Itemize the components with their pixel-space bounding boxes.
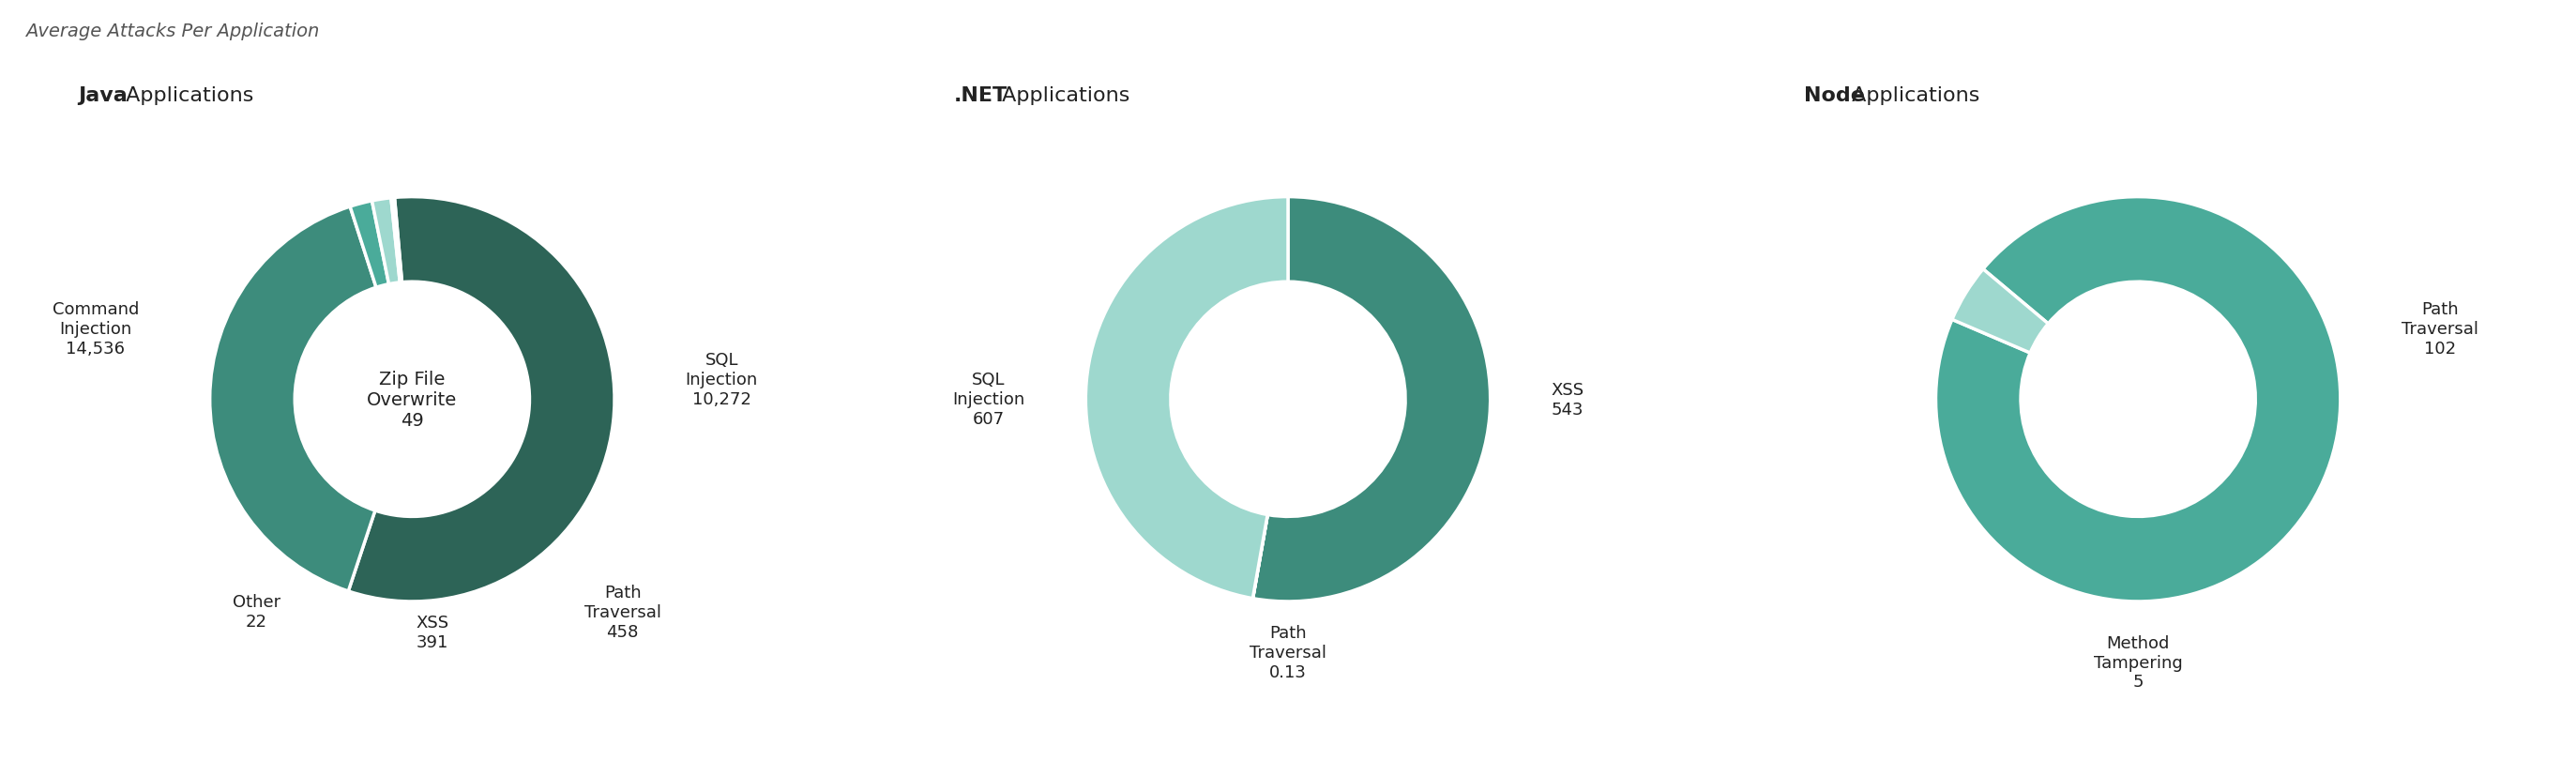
Wedge shape (209, 207, 376, 591)
Text: Applications: Applications (1844, 86, 1981, 105)
Text: XSS
543: XSS 543 (1551, 381, 1584, 418)
Text: Method
Tampering
5: Method Tampering 5 (2094, 635, 2182, 690)
Wedge shape (392, 198, 402, 283)
Text: Other
22: Other 22 (232, 594, 281, 630)
Text: Java: Java (77, 86, 129, 105)
Wedge shape (1252, 197, 1492, 602)
Wedge shape (350, 202, 389, 288)
Text: Zip File
Overwrite
49: Zip File Overwrite 49 (366, 370, 459, 429)
Text: .NET: .NET (953, 86, 1007, 105)
Text: Applications: Applications (994, 86, 1131, 105)
Text: Path
Traversal
102: Path Traversal 102 (2401, 301, 2478, 357)
Text: Applications: Applications (118, 86, 255, 105)
Wedge shape (392, 199, 399, 283)
Text: Path
Traversal
0.13: Path Traversal 0.13 (1249, 624, 1327, 680)
Wedge shape (1084, 197, 1288, 599)
Wedge shape (348, 197, 616, 602)
Text: Node: Node (1803, 86, 1865, 105)
Wedge shape (1935, 197, 2342, 602)
Text: Average Attacks Per Application: Average Attacks Per Application (26, 23, 319, 40)
Text: SQL
Injection
10,272: SQL Injection 10,272 (685, 352, 757, 407)
Text: XSS
391: XSS 391 (415, 614, 448, 650)
Text: Path
Traversal
458: Path Traversal 458 (585, 584, 662, 640)
Text: SQL
Injection
607: SQL Injection 607 (953, 371, 1025, 428)
Text: Command
Injection
14,536: Command Injection 14,536 (52, 301, 139, 357)
Wedge shape (1953, 269, 2048, 353)
Wedge shape (371, 199, 399, 285)
Wedge shape (1252, 515, 1267, 599)
